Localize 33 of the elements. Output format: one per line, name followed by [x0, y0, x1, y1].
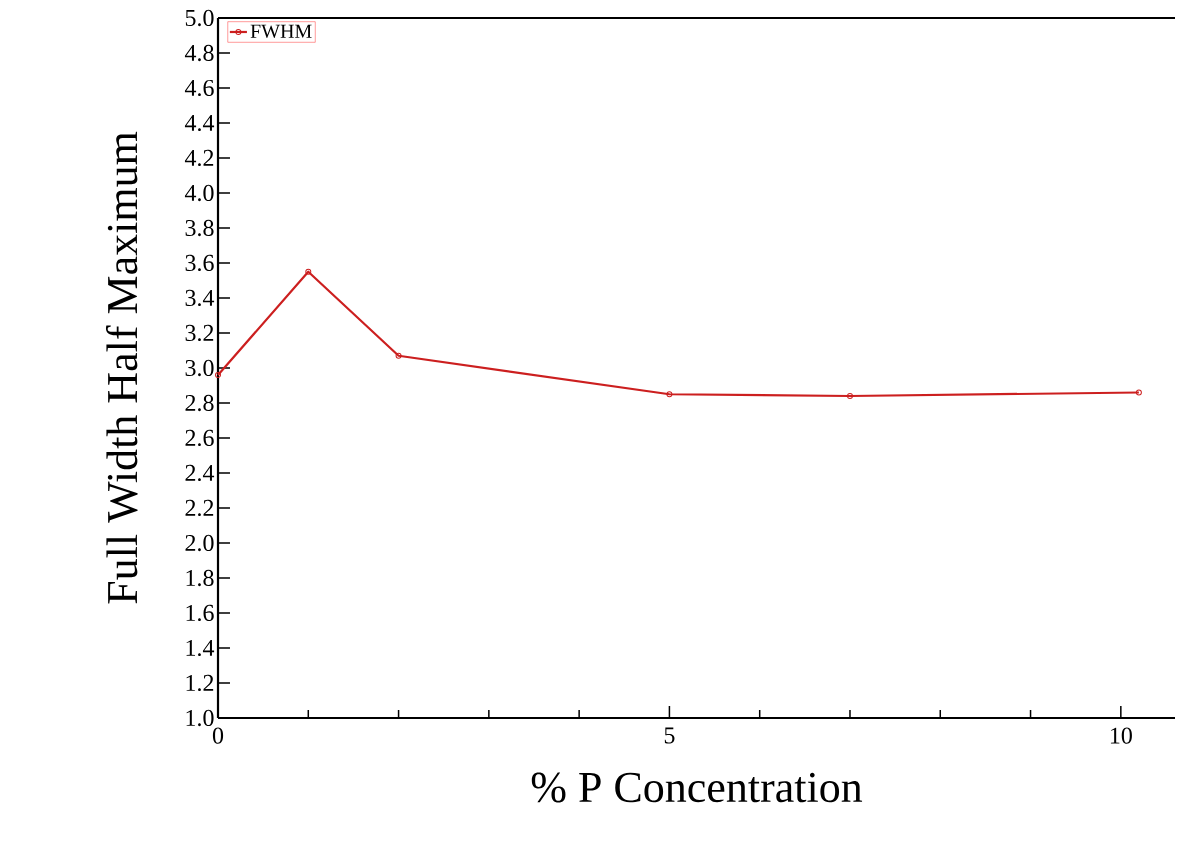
- y-tick-label: 1.0: [186, 709, 214, 727]
- legend-label: FWHM: [250, 24, 312, 39]
- y-tick-label: 3.6: [185, 254, 214, 272]
- y-tick-label: 3.4: [185, 289, 215, 307]
- y-axis-title: Full Width Half Maximum: [105, 131, 138, 604]
- y-tick-label: 1.4: [186, 639, 215, 657]
- y-tick-label: 2.8: [185, 394, 214, 412]
- y-tick-label: 1.8: [186, 569, 214, 587]
- y-tick-label: 4.0: [184, 184, 214, 202]
- y-tick-label: 3.2: [185, 324, 214, 342]
- point: [395, 352, 402, 359]
- y-tick-label: 2.6: [185, 429, 214, 447]
- y-tick-label: 4.4: [184, 114, 215, 132]
- y-tick-label: 2.0: [185, 534, 214, 552]
- y-tick-label: 4.8: [184, 44, 214, 62]
- point: [666, 391, 673, 398]
- x-tick-label: 0: [212, 727, 224, 744]
- y-tick-label: 2.2: [185, 499, 214, 517]
- y-tick-label: 4.2: [184, 149, 214, 167]
- point: [215, 371, 221, 378]
- x-axis-title: % P Concentration: [531, 772, 863, 803]
- y-tick-label: 1.6: [186, 604, 214, 622]
- x-tick-label: 10: [1110, 727, 1132, 744]
- point: [305, 268, 312, 275]
- y-tick-label: 2.4: [185, 464, 215, 482]
- y-tick-label: 1.2: [186, 674, 214, 692]
- y-tick-label: 4.6: [184, 79, 214, 97]
- point: [846, 392, 853, 399]
- y-tick-label: 5.0: [185, 9, 214, 27]
- y-tick-label: 3.8: [185, 219, 214, 237]
- x-tick-label: 5: [664, 727, 675, 744]
- y-tick-label: 3.0: [185, 359, 214, 377]
- point: [1135, 389, 1142, 396]
